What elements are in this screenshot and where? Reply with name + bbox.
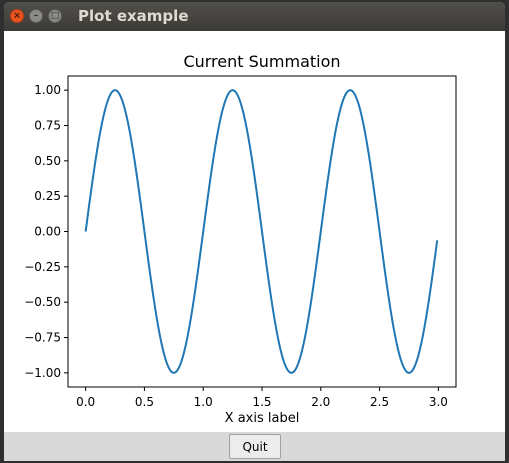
chart-title: Current Summation bbox=[183, 52, 340, 71]
y-tick-label: −1.00 bbox=[24, 366, 61, 380]
maximize-window-button[interactable]: □ bbox=[48, 9, 62, 23]
maximize-icon: □ bbox=[50, 11, 60, 21]
close-window-button[interactable]: × bbox=[10, 9, 24, 23]
y-tick-label: −0.25 bbox=[24, 260, 61, 274]
x-tick-label: 3.0 bbox=[429, 395, 448, 409]
minimize-icon: – bbox=[33, 11, 39, 21]
x-tick-label: 0.0 bbox=[76, 395, 95, 409]
button-bar: Quit bbox=[4, 432, 505, 461]
y-tick-label: 0.75 bbox=[34, 118, 61, 132]
x-tick-label: 0.5 bbox=[135, 395, 154, 409]
y-tick-label: −0.50 bbox=[24, 295, 61, 309]
minimize-window-button[interactable]: – bbox=[29, 9, 43, 23]
line-chart: Current Summation 0.0 0.5 1.0 1.5 2.0 2.5 3.0 1.… bbox=[24, 52, 457, 426]
y-tick-label: 1.00 bbox=[34, 83, 61, 97]
y-tick-label: 0.25 bbox=[34, 189, 61, 203]
title-bar: × – □ Plot example bbox=[4, 2, 505, 31]
window-title: Plot example bbox=[78, 7, 189, 25]
y-tick-label: −0.75 bbox=[24, 331, 61, 345]
plot-canvas: Current Summation 0.0 0.5 1.0 1.5 2.0 2.5 3.0 1.… bbox=[4, 31, 505, 432]
series-line-0 bbox=[84, 89, 439, 374]
y-tick-label: 0.00 bbox=[34, 225, 61, 239]
quit-button[interactable]: Quit bbox=[229, 434, 281, 459]
x-tick-label: 2.5 bbox=[370, 395, 389, 409]
x-tick-label: 2.0 bbox=[311, 395, 330, 409]
x-tick-label: 1.0 bbox=[194, 395, 213, 409]
x-tick-label: 1.5 bbox=[252, 395, 271, 409]
app-window: × – □ Plot example Current Summation 0.0 0… bbox=[4, 2, 505, 461]
y-tick-label: 0.50 bbox=[34, 154, 61, 168]
x-axis-label: X axis label bbox=[225, 411, 300, 426]
close-icon: × bbox=[13, 11, 21, 21]
